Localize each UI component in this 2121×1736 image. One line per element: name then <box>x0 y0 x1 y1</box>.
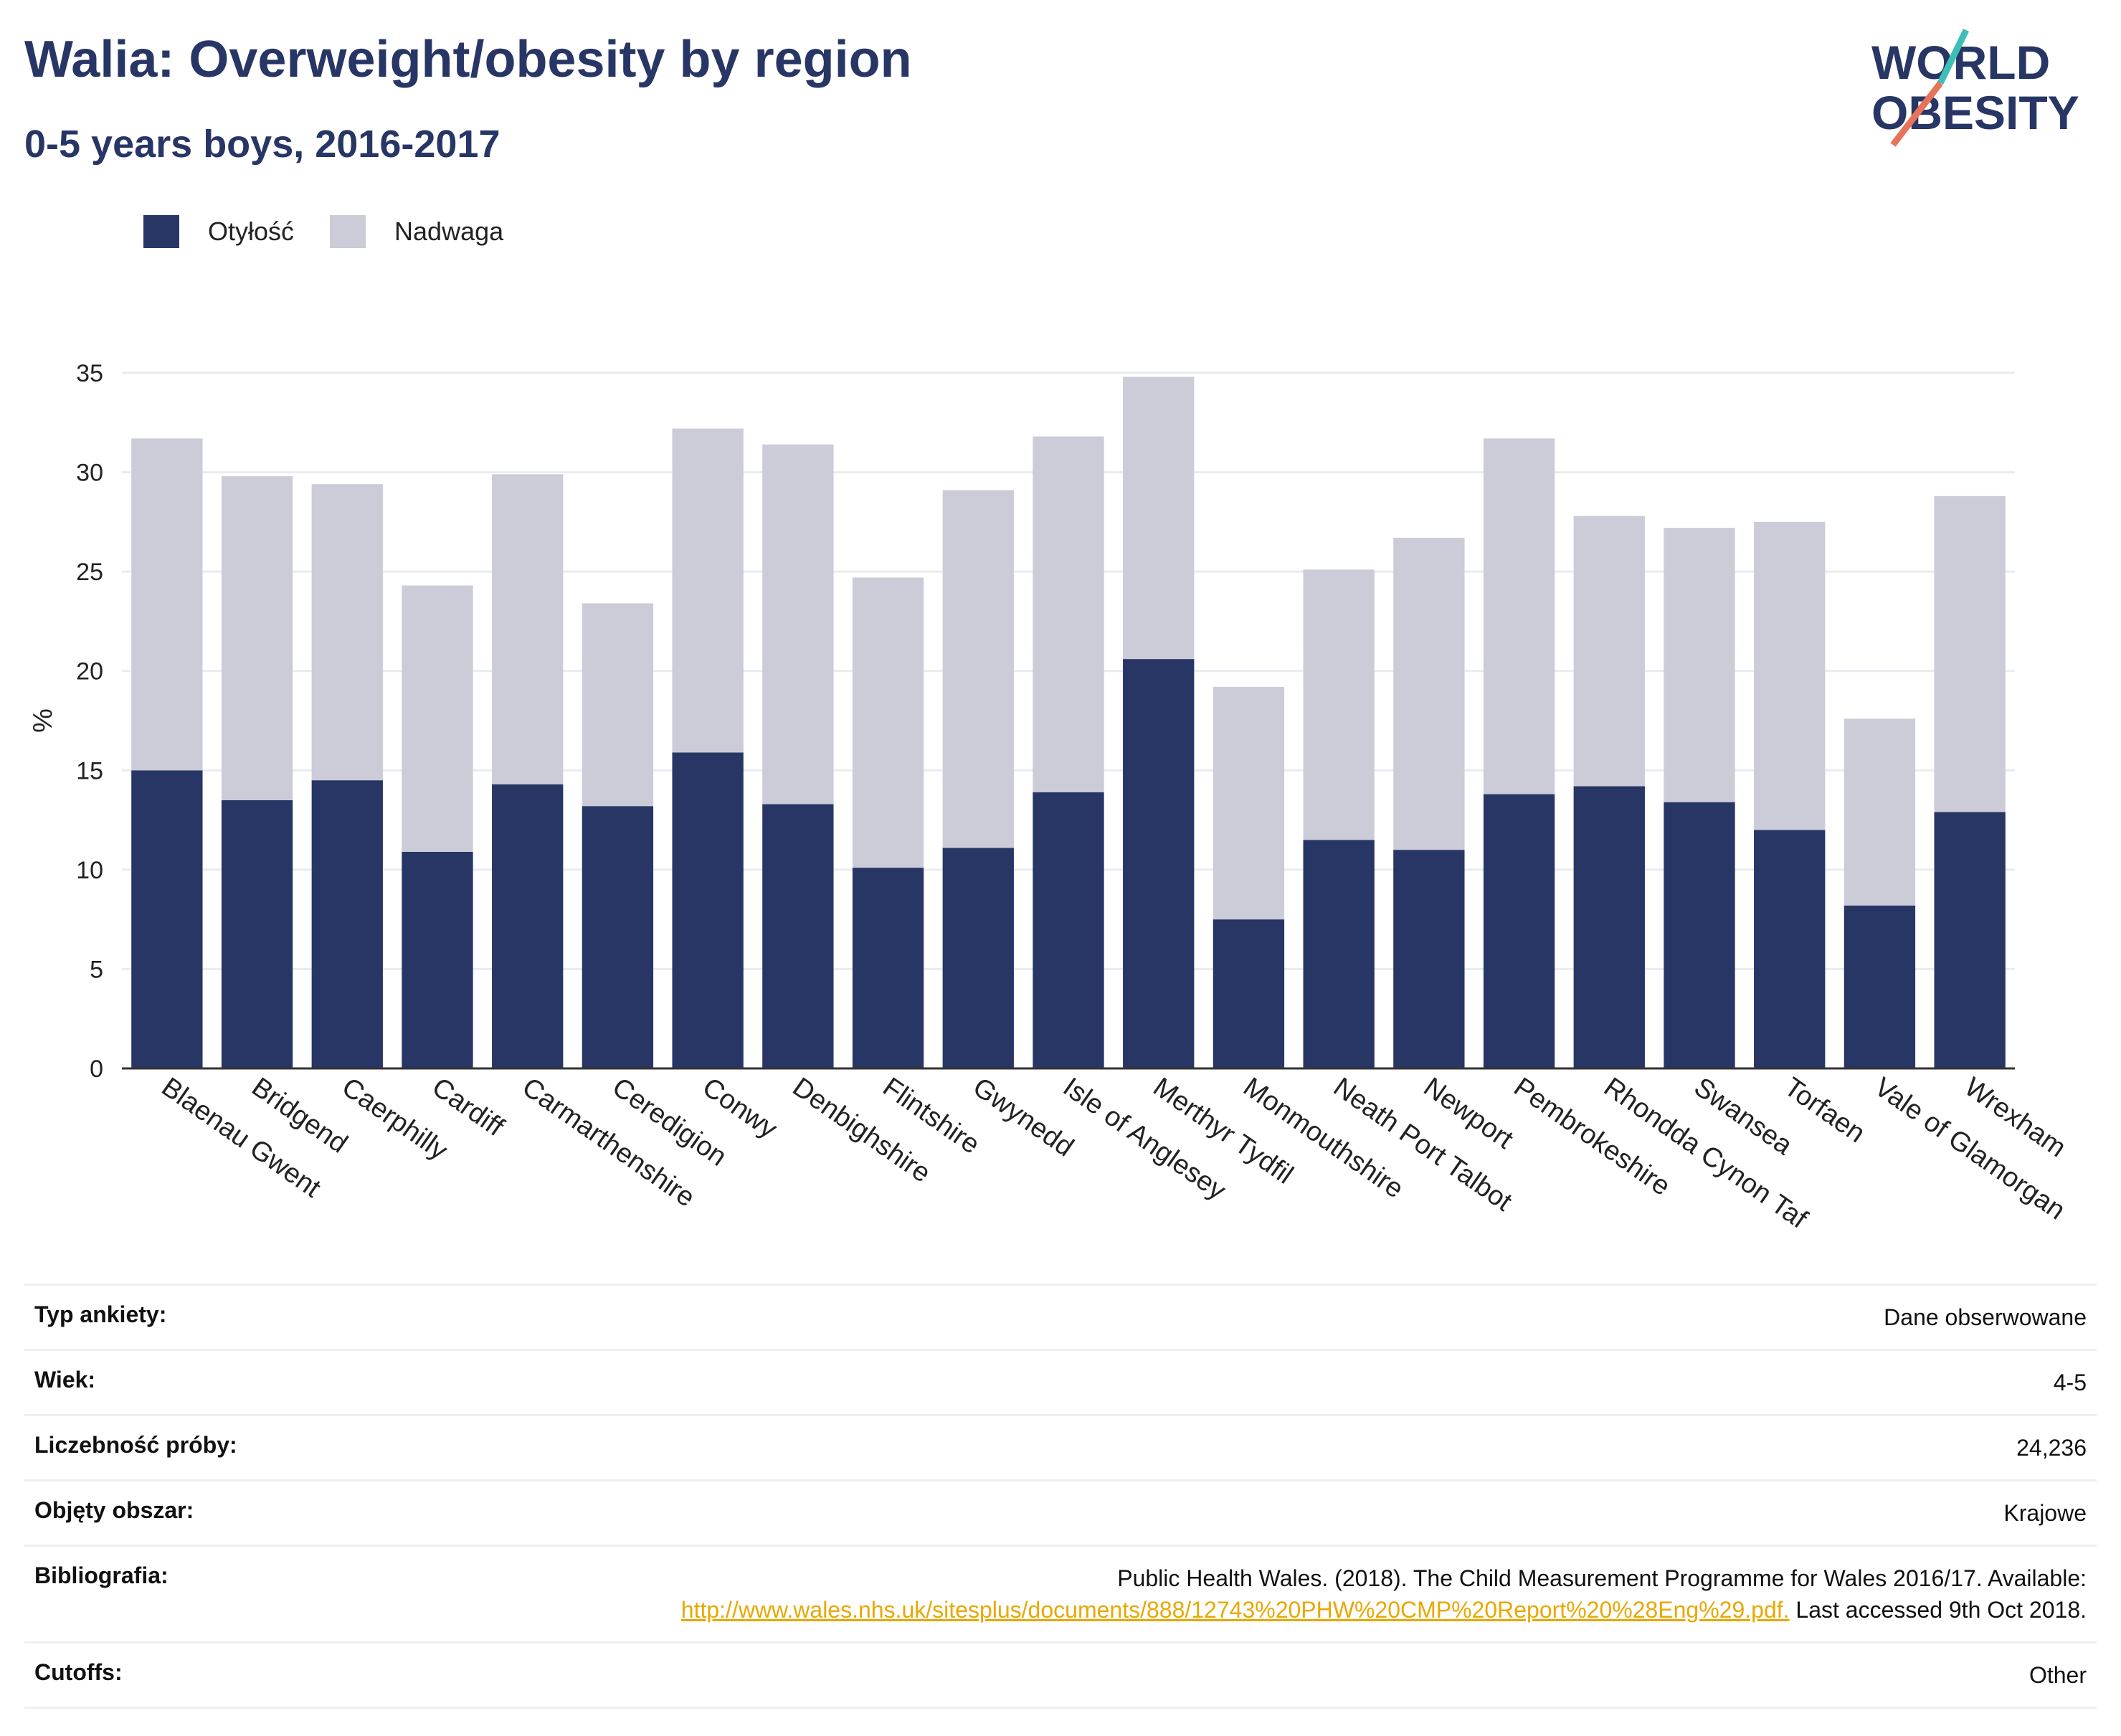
x-tick-label: Pembrokeshire <box>1508 1072 1675 1202</box>
bar-obesity <box>1934 812 2006 1068</box>
bar-obesity <box>942 848 1014 1068</box>
bar-obesity <box>1754 830 1826 1068</box>
y-axis-label: % <box>28 708 58 733</box>
bibliography-text: Public Health Wales. (2018). The Child M… <box>1117 1565 2087 1591</box>
bar-overweight <box>1033 436 1104 792</box>
bar-obesity <box>1393 850 1465 1068</box>
bar-obesity <box>492 784 564 1068</box>
meta-value: Public Health Wales. (2018). The Child M… <box>331 1545 2097 1643</box>
bar-obesity <box>1664 802 1735 1068</box>
bar-obesity <box>221 800 293 1068</box>
bar-obesity <box>852 868 924 1068</box>
y-tick-label: 10 <box>76 857 103 884</box>
bar-obesity <box>672 752 744 1068</box>
meta-key: Wiek: <box>24 1349 331 1415</box>
bar-overweight <box>131 438 203 771</box>
bar-obesity <box>1033 792 1104 1068</box>
meta-value: Krajowe <box>331 1479 2097 1546</box>
logo-coral-slash <box>1890 81 1943 147</box>
x-tick-label: Monmouthshire <box>1238 1072 1409 1205</box>
y-tick-label: 30 <box>76 460 103 487</box>
bar-overweight <box>1213 686 1285 920</box>
page-title: Walia: Overweight/obesity by region <box>24 31 912 88</box>
bar-obesity <box>762 804 834 1068</box>
meta-row-age: Wiek: 4-5 <box>24 1349 2097 1415</box>
bar-overweight <box>852 577 924 868</box>
bar-overweight <box>1573 516 1645 787</box>
meta-value: 4-5 <box>331 1349 2097 1415</box>
bar-overweight <box>1754 521 1826 830</box>
meta-row-cutoffs: Cutoffs: Other <box>24 1641 2097 1709</box>
meta-key: Objęty obszar: <box>24 1479 331 1546</box>
y-tick-label: 5 <box>90 956 103 983</box>
bar-obesity <box>131 770 203 1068</box>
legend-swatch-obesity <box>143 215 179 248</box>
meta-key: Bibliografia: <box>24 1545 331 1643</box>
bar-overweight <box>1934 495 2006 812</box>
legend-label-overweight: Nadwaga <box>394 217 504 246</box>
meta-value: 24,236 <box>331 1414 2097 1481</box>
meta-key: Typ ankiety: <box>24 1284 331 1350</box>
world-obesity-logo: WORLD OBESITY <box>1871 29 2079 147</box>
bar-overweight <box>1664 528 1735 802</box>
bar-overweight <box>402 585 473 852</box>
x-tick-label: Gwynedd <box>967 1072 1079 1162</box>
bar-obesity <box>582 806 654 1068</box>
bar-overweight <box>1303 569 1375 840</box>
page-subtitle: 0-5 years boys, 2016-2017 <box>24 123 500 166</box>
y-tick-label: 25 <box>76 559 103 586</box>
x-tick-label: Blaenau Gwent <box>156 1072 326 1204</box>
legend-label-obesity: Otyłość <box>208 217 295 246</box>
bar-overweight <box>1123 376 1195 660</box>
meta-row-coverage: Objęty obszar: Krajowe <box>24 1479 2097 1546</box>
meta-value: Dane obserwowane <box>331 1284 2097 1350</box>
bar-obesity <box>1573 786 1645 1068</box>
x-tick-label: Isle of Anglesey <box>1058 1072 1231 1206</box>
y-tick-label: 35 <box>76 360 103 387</box>
logo-teal-slash <box>1937 29 1970 85</box>
meta-row-survey-type: Typ ankiety: Dane obserwowane <box>24 1284 2097 1350</box>
bar-overweight <box>492 474 564 784</box>
bar-overweight <box>672 428 744 753</box>
bibliography-accessed: Last accessed 9th Oct 2018. <box>1795 1597 2087 1623</box>
bibliography-link[interactable]: http://www.wales.nhs.uk/sitesplus/docume… <box>680 1597 1790 1623</box>
y-tick-label: 15 <box>76 757 103 784</box>
bar-overweight <box>311 484 383 781</box>
bar-obesity <box>1844 905 1916 1068</box>
bar-obesity <box>402 851 473 1068</box>
bar-overweight <box>1393 538 1465 850</box>
meta-value: Other <box>331 1641 2097 1709</box>
bar-overweight <box>221 476 293 800</box>
legend-item-obesity[interactable]: Otyłość <box>143 215 294 248</box>
bar-overweight <box>1844 718 1916 906</box>
meta-key: Cutoffs: <box>24 1641 331 1709</box>
legend-item-overweight[interactable]: Nadwaga <box>330 215 503 248</box>
y-tick-label: 0 <box>90 1056 103 1083</box>
bar-obesity <box>1483 794 1555 1068</box>
chart-legend: Otyłość Nadwaga <box>143 215 539 248</box>
bar-obesity <box>1303 840 1375 1068</box>
bar-overweight <box>582 603 654 807</box>
bar-obesity <box>311 780 383 1068</box>
meta-key: Liczebność próby: <box>24 1414 331 1481</box>
bar-obesity <box>1123 659 1195 1068</box>
legend-swatch-overweight <box>330 215 366 248</box>
meta-row-bibliography: Bibliografia: Public Health Wales. (2018… <box>24 1545 2097 1643</box>
bar-overweight <box>1483 438 1555 795</box>
metadata-table: Typ ankiety: Dane obserwowane Wiek: 4-5 … <box>24 1284 2097 1709</box>
bar-overweight <box>942 490 1014 848</box>
bar-obesity <box>1213 919 1285 1068</box>
bar-overweight <box>762 444 834 805</box>
y-tick-label: 20 <box>76 658 103 686</box>
meta-row-sample-size: Liczebność próby: 24,236 <box>24 1414 2097 1481</box>
